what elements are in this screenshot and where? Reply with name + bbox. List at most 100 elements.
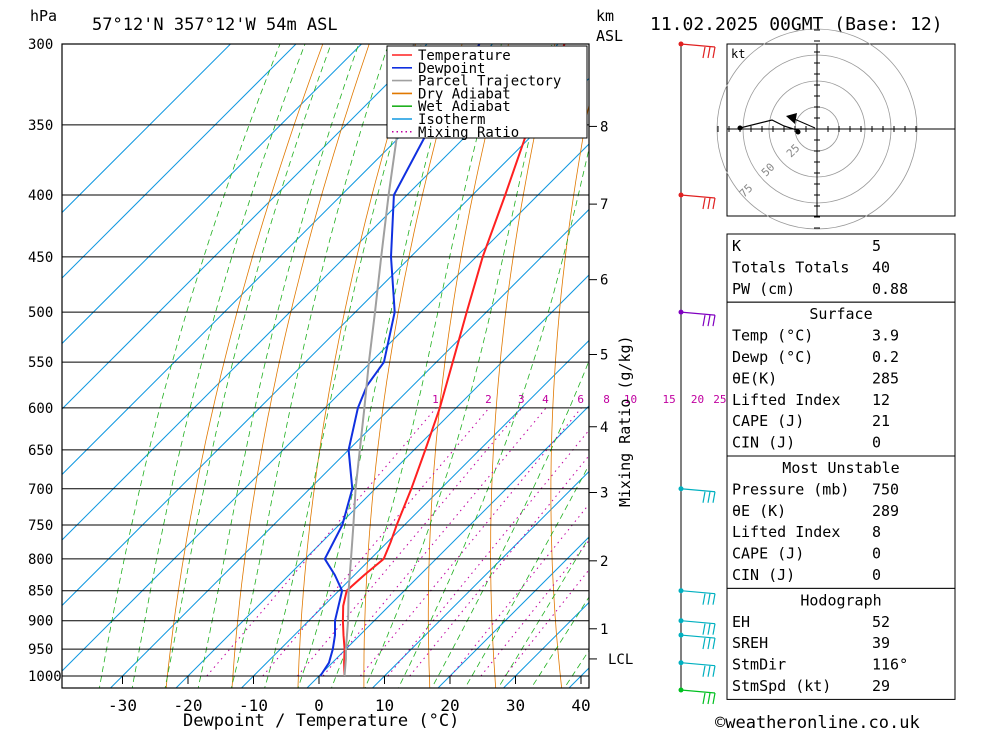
index-value: 29 xyxy=(872,677,890,695)
wet-adiabat-line xyxy=(131,44,306,688)
isotherm-line xyxy=(437,536,589,688)
wet-adiabat-line xyxy=(98,44,281,688)
index-label: Temp (°C) xyxy=(732,327,813,345)
wind-barb-feather xyxy=(707,692,711,705)
wind-barb-feather xyxy=(702,315,706,327)
wind-barb-feather xyxy=(707,593,711,605)
pressure-tick-label: 900 xyxy=(28,614,53,630)
index-value: 21 xyxy=(872,412,890,430)
series-temperature xyxy=(341,44,566,677)
hodograph-stats-box xyxy=(726,587,956,700)
km-tick-label: 4 xyxy=(600,420,608,436)
pressure-tick-label: 800 xyxy=(28,552,53,568)
wind-barb-shaft xyxy=(680,194,716,199)
index-value: 5 xyxy=(872,237,881,255)
axes: 3003504004505005506006507007508008509009… xyxy=(28,37,633,715)
pressure-tick-label: 1000 xyxy=(28,669,62,685)
wet-adiabat-line xyxy=(364,44,553,688)
temperature-tick-label: 10 xyxy=(375,696,394,715)
legend-entry: Isotherm xyxy=(418,112,485,128)
wind-barb-feather xyxy=(702,197,706,210)
mixing-ratio-tick-label: 4 xyxy=(542,393,549,406)
km-tick-label: 3 xyxy=(600,486,608,502)
pressure-tick-label: 700 xyxy=(28,482,53,498)
hodograph-point xyxy=(795,129,801,135)
mixing-ratio-line xyxy=(322,407,547,677)
series-dewpoint xyxy=(319,44,481,677)
sounding-profiles xyxy=(319,44,566,677)
wet-adiabat-line xyxy=(164,44,332,688)
isotherm-line xyxy=(62,44,297,279)
wind-barb-feather xyxy=(702,593,706,605)
surface-title: Surface xyxy=(809,305,872,323)
isotherm-line xyxy=(109,208,589,688)
km-tick-label: 7 xyxy=(600,197,608,213)
index-value: 0.2 xyxy=(872,348,899,366)
series-parcel-trajectory xyxy=(343,44,415,677)
pressure-tick-label: 450 xyxy=(28,250,53,266)
pressure-tick-label: 350 xyxy=(28,118,53,134)
km-tick-label: 6 xyxy=(600,273,608,289)
mixing-ratio-line xyxy=(480,539,589,677)
pressure-tick-label: 650 xyxy=(28,443,53,459)
temperature-tick-label: 20 xyxy=(440,696,459,715)
mixing-ratio-tick-label: 6 xyxy=(577,393,584,406)
index-value: 39 xyxy=(872,634,890,652)
wind-barb-feather xyxy=(702,491,706,503)
wet-adiabat-line xyxy=(264,44,422,688)
dry-adiabat-line xyxy=(550,102,589,688)
index-label: CIN (J) xyxy=(732,566,795,584)
index-value: 0 xyxy=(872,434,881,452)
index-label: CIN (J) xyxy=(732,434,795,452)
index-value: 0.88 xyxy=(872,280,908,298)
hodograph-trace xyxy=(739,119,801,132)
wet-adiabat-line xyxy=(197,44,360,688)
top-indices-box xyxy=(726,233,956,303)
datetime-label: 11.02.2025 00GMT (Base: 12) xyxy=(650,14,943,35)
pressure-tick-label: 600 xyxy=(28,401,53,417)
location-label: 57°12'N 357°12'W 54m ASL xyxy=(92,15,338,35)
isotherm-line xyxy=(62,44,494,476)
wind-barb-shaft xyxy=(680,689,716,694)
wind-barb-shaft xyxy=(680,590,716,595)
index-label: StmSpd (kt) xyxy=(732,677,831,695)
wind-barb-feather xyxy=(712,593,716,605)
hodograph-point xyxy=(737,125,743,131)
wind-barbs xyxy=(678,41,716,705)
mixing-ratio-tick-label: 10 xyxy=(624,393,637,406)
wind-barb-feather xyxy=(707,46,711,59)
index-label: θE (K) xyxy=(732,502,786,520)
wind-barb-feather xyxy=(702,46,706,59)
isotherm-line xyxy=(62,77,589,607)
wind-barb-feather xyxy=(707,491,711,503)
legend-entry: Dewpoint xyxy=(418,61,485,77)
index-value: 289 xyxy=(872,502,899,520)
isotherm-line xyxy=(62,44,232,214)
pressure-tick-label: 400 xyxy=(28,188,53,204)
wind-barb-feather xyxy=(702,623,706,635)
index-label: SREH xyxy=(732,634,768,652)
index-value: 40 xyxy=(872,258,890,276)
km-unit-label: km xyxy=(596,7,614,25)
temperature-tick-label: 40 xyxy=(571,696,590,715)
index-label: Lifted Index xyxy=(732,523,840,541)
wind-barb-feather xyxy=(712,692,716,705)
index-label: CAPE (J) xyxy=(732,545,804,563)
wind-barb-feather xyxy=(712,46,716,59)
storm-motion-vector xyxy=(791,117,816,129)
pressure-tick-label: 850 xyxy=(28,584,53,600)
wind-barb-feather xyxy=(707,623,711,635)
wet-adiabat-line xyxy=(331,44,502,688)
wind-barb-feather xyxy=(702,692,706,705)
index-value: 750 xyxy=(872,480,899,498)
pressure-tick-label: 550 xyxy=(28,355,53,371)
km-tick-label: 8 xyxy=(600,119,608,135)
temperature-tick-label: 0 xyxy=(314,696,324,715)
x-axis-label: Dewpoint / Temperature (°C) xyxy=(183,711,459,731)
index-label: θE(K) xyxy=(732,369,777,387)
isotherm-line xyxy=(62,44,363,345)
